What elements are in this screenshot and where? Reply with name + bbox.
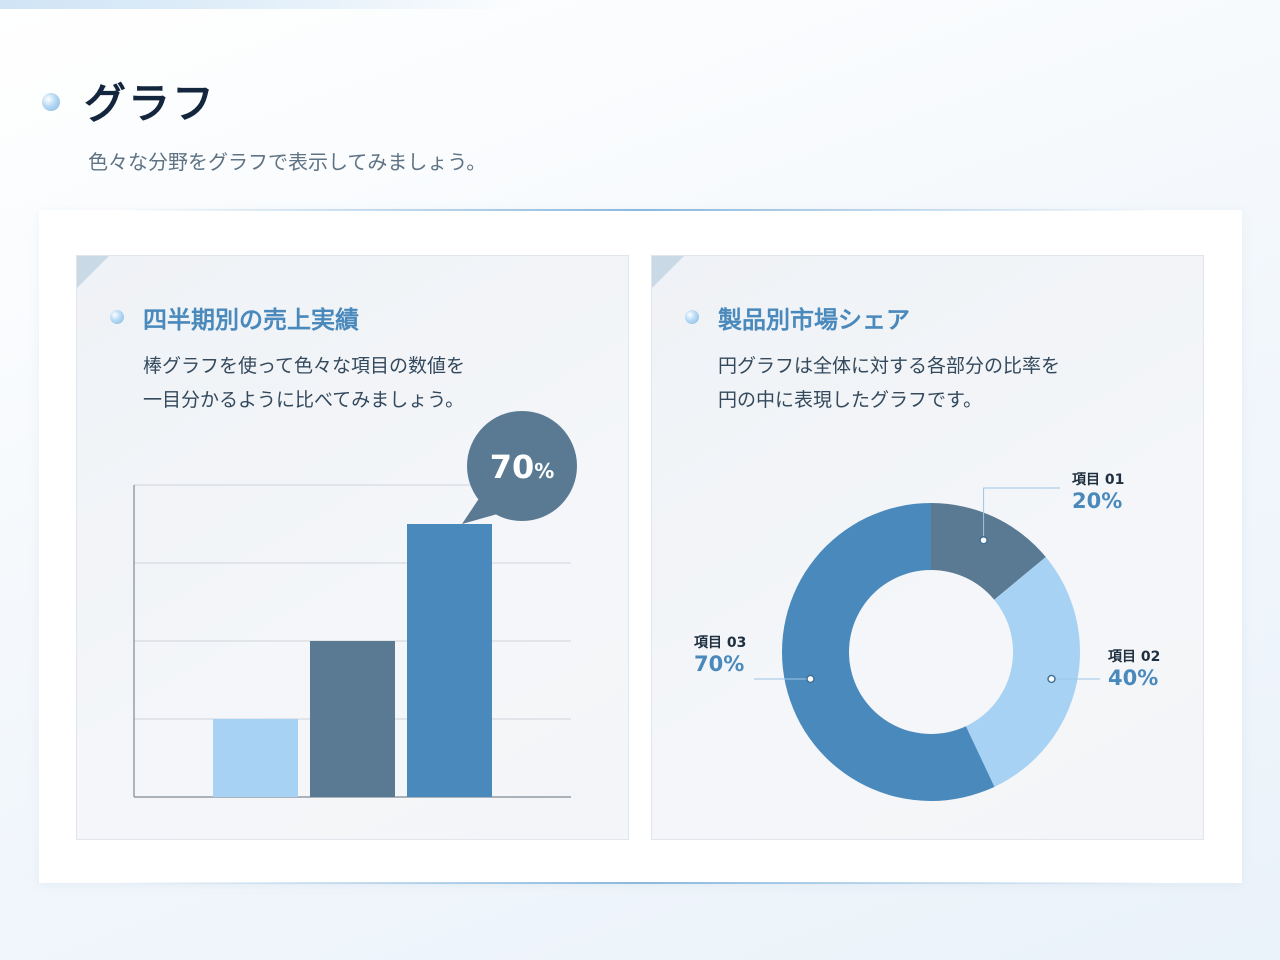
donut-panel-description: 円グラフは全体に対する各部分の比率を 円の中に表現したグラフです。 [718, 349, 1138, 417]
page-subtitle: 色々な分野をグラフで表示してみましょう。 [88, 150, 487, 174]
bar-desc-line-2: 一目分かるように比べてみましょう。 [143, 389, 465, 411]
corner-fold-icon [77, 256, 109, 288]
bar-chart: 70% [133, 411, 577, 798]
slice-value: 70% [694, 652, 744, 676]
bar-panel-description: 棒グラフを使って色々な項目の数値を 一目分かるように比べてみましょう。 [143, 349, 563, 417]
donut-slice-2 [965, 557, 1080, 787]
donut-desc-line-1: 円グラフは全体に対する各部分の比率を [718, 355, 1061, 377]
slice-value: 20% [1072, 489, 1122, 513]
panel-bullet-icon [110, 310, 124, 324]
donut-desc-line-2: 円の中に表現したグラフです。 [718, 389, 983, 411]
bar-desc-line-1: 棒グラフを使って色々な項目の数値を [143, 355, 466, 377]
bar-2 [310, 641, 395, 797]
callout-circle [467, 411, 577, 521]
slice-label: 項目 01 [1072, 472, 1124, 488]
slice-value: 40% [1108, 666, 1158, 690]
callout-value-label: 70% [490, 448, 555, 486]
donut-slice-3 [781, 503, 995, 801]
value-callout-bubble: 70% [462, 411, 577, 524]
leader-marker [979, 536, 988, 545]
callout-tail [462, 494, 508, 524]
page-title: グラフ [84, 79, 217, 128]
main-card: 四半期別の売上実績 棒グラフを使って色々な項目の数値を 一目分かるように比べてみ… [39, 209, 1242, 884]
callout-unit: % [534, 459, 554, 483]
leader-line [983, 487, 1060, 541]
leader-marker [1047, 674, 1056, 684]
callout-value: 70 [490, 448, 535, 486]
panel-bullet-icon [685, 310, 699, 324]
donut-slice-1 [931, 503, 1046, 600]
slice-label: 項目 03 [694, 635, 746, 651]
bar-panel-title: 四半期別の売上実績 [143, 306, 359, 334]
header-bullet-icon [42, 93, 60, 111]
corner-fold-icon [652, 256, 684, 288]
bar-1 [213, 719, 298, 797]
top-decor-strip [0, 0, 520, 9]
bar-3 [407, 524, 492, 797]
slice-label: 項目 02 [1108, 649, 1160, 665]
leader-marker [806, 674, 815, 684]
bar-chart-panel: 四半期別の売上実績 棒グラフを使って色々な項目の数値を 一目分かるように比べてみ… [76, 255, 629, 840]
donut-panel-title: 製品別市場シェア [718, 306, 910, 334]
donut-chart-panel: 製品別市場シェア 円グラフは全体に対する各部分の比率を 円の中に表現したグラフで… [651, 255, 1204, 840]
